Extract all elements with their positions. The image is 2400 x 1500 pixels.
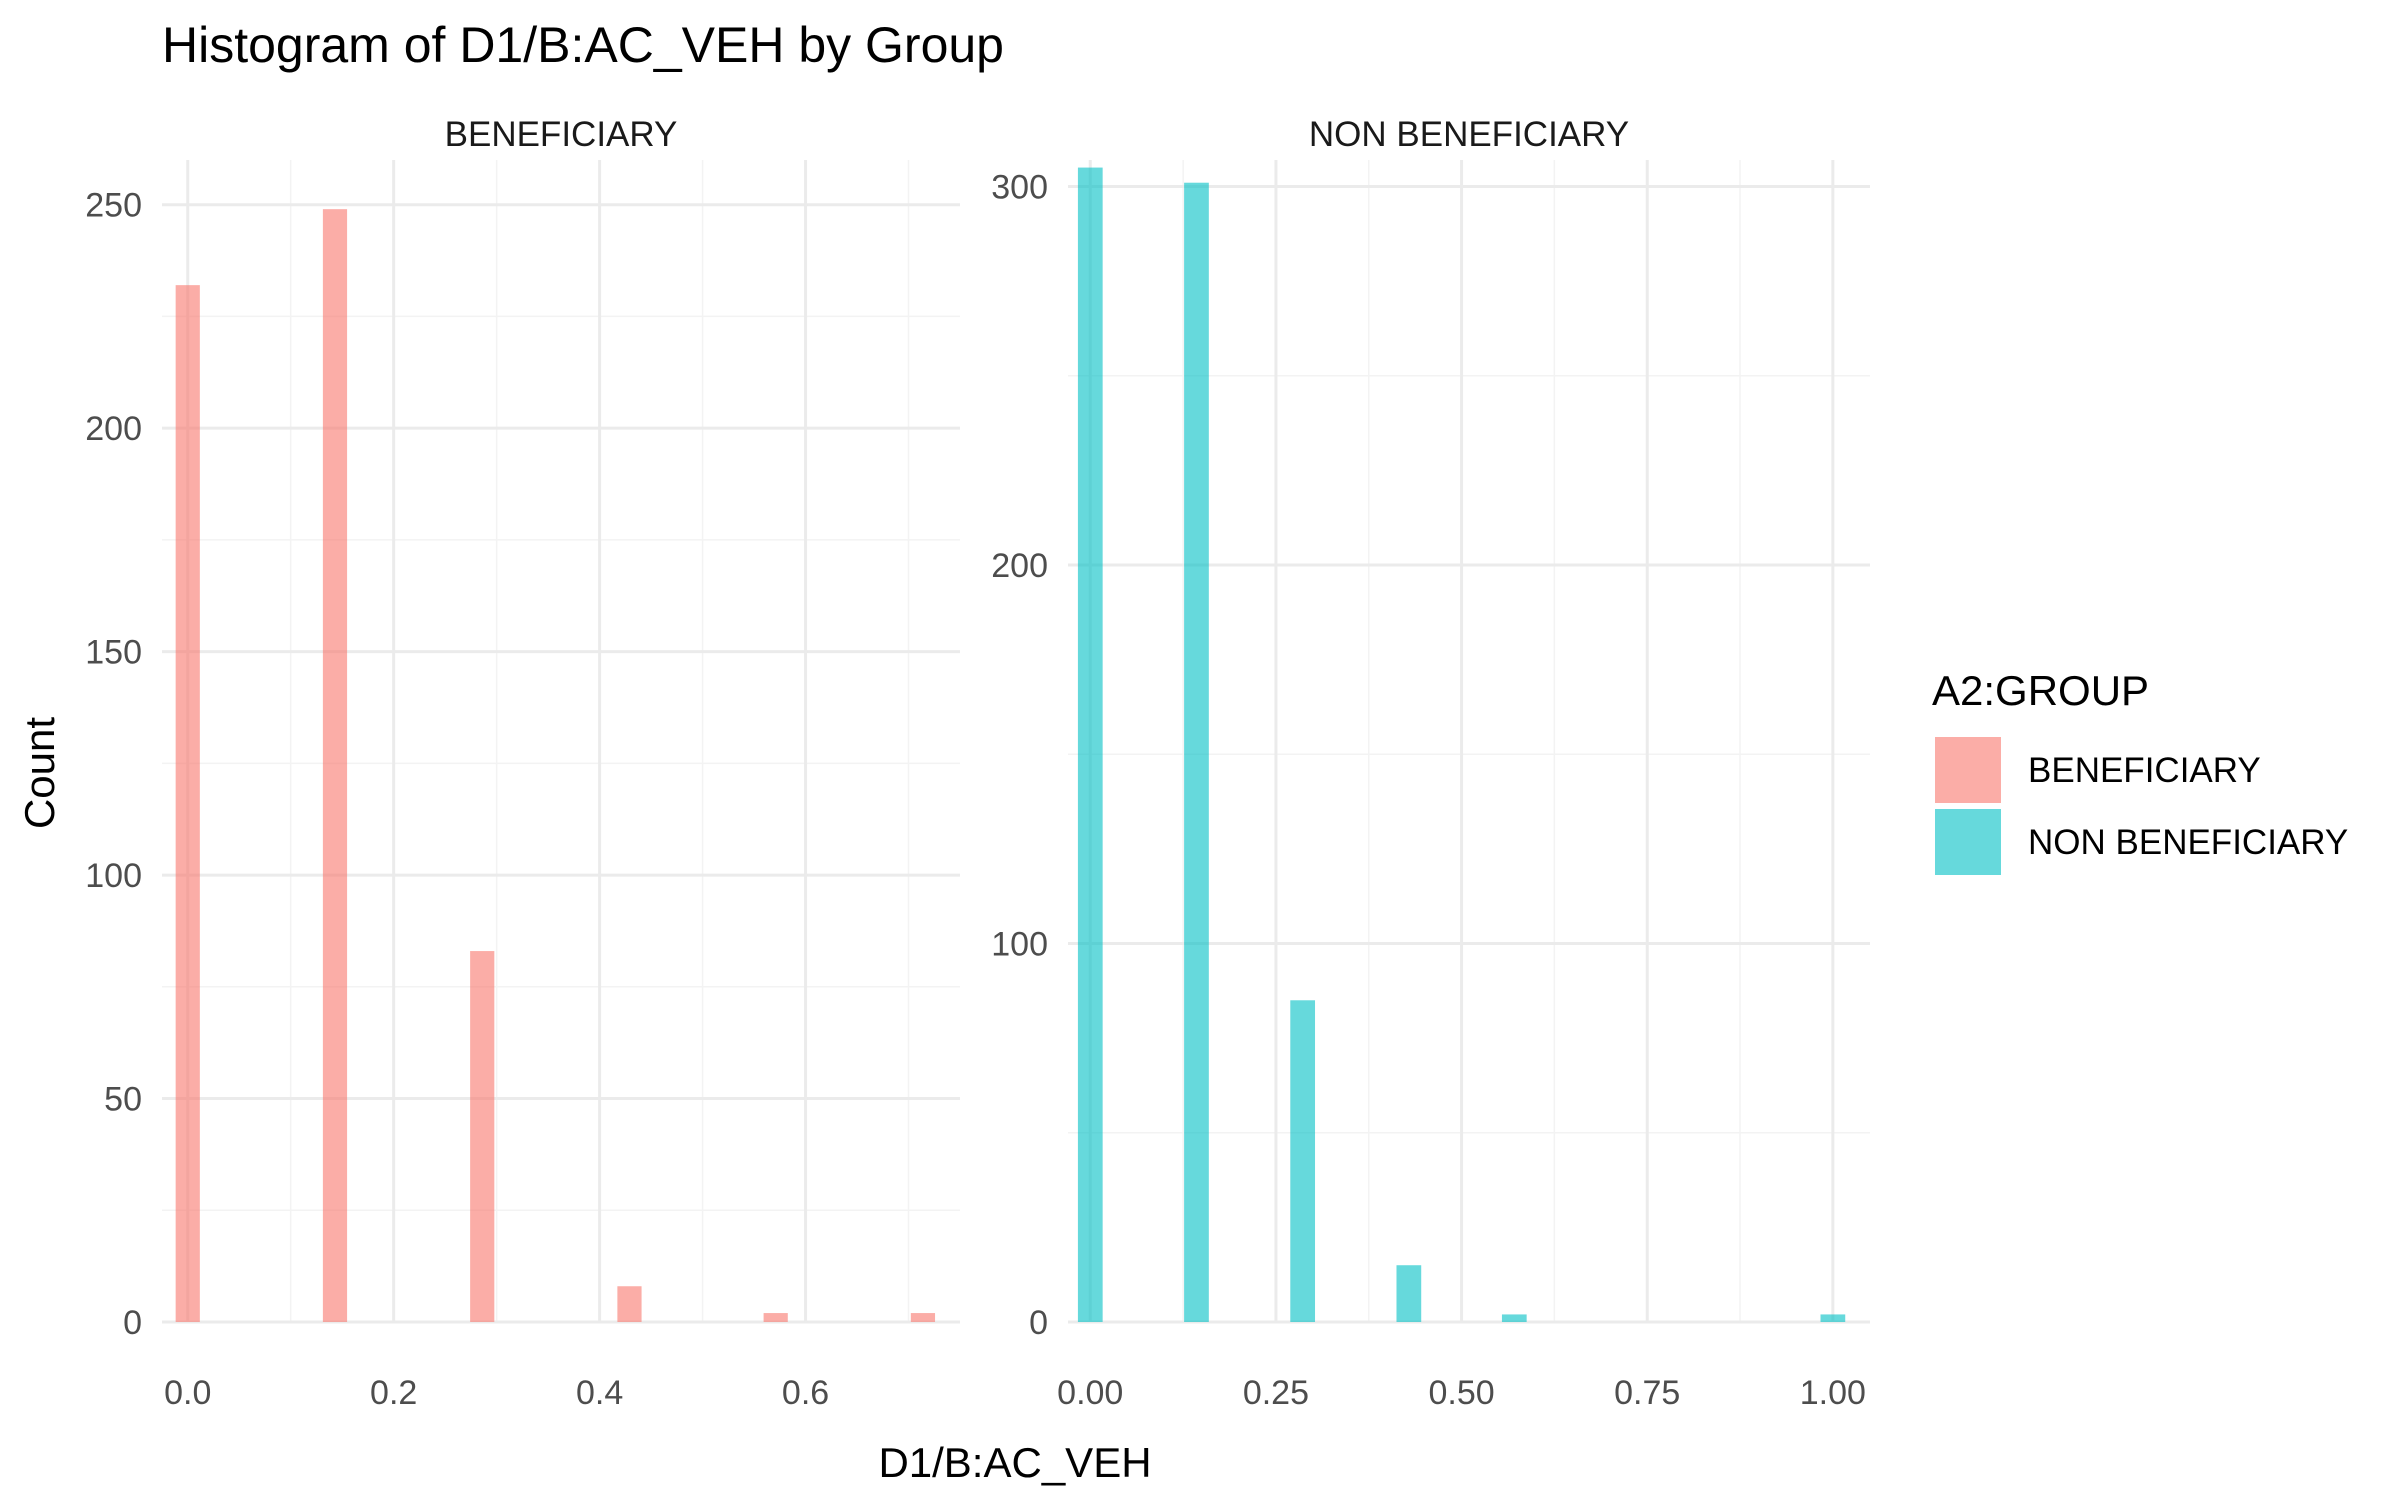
y-tick-label: 150 [85, 634, 142, 672]
panel-strip-label: NON BENEFICIARY [1309, 115, 1629, 154]
y-tick-label: 100 [85, 857, 142, 895]
x-tick-label: 0.75 [1614, 1374, 1680, 1412]
x-tick-label: 0.6 [782, 1374, 829, 1412]
x-tick-label: 0.50 [1428, 1374, 1494, 1412]
histogram-bar [322, 209, 348, 1323]
legend-swatch [1935, 809, 2001, 875]
y-tick-label: 200 [85, 410, 142, 448]
panel-non-beneficiary: 0 100 200 300 0.00 0.25 0.50 0.75 1.00 NON BENEFI… [991, 115, 1870, 1412]
x-tick-label: 1.00 [1800, 1374, 1866, 1412]
histogram-bar [1290, 1000, 1316, 1322]
histogram-bar [1184, 182, 1209, 1323]
x-tick-label: 0.4 [576, 1374, 623, 1412]
y-tick-label: 200 [991, 547, 1048, 585]
y-tick-label: 0 [1029, 1304, 1048, 1342]
legend-title: A2:GROUP [1932, 667, 2149, 714]
legend: A2:GROUP BENEFICIARY NON BENEFICIARY [1932, 667, 2348, 875]
legend-label: NON BENEFICIARY [2028, 823, 2348, 862]
legend-label: BENEFICIARY [2028, 751, 2261, 790]
histogram-bar [1396, 1265, 1422, 1322]
histogram-bar [1820, 1314, 1846, 1322]
x-tick-label: 0.2 [370, 1374, 417, 1412]
histogram-bar [175, 285, 200, 1323]
panel-beneficiary: 0 50 100 150 200 250 0.0 0.2 0.4 0.6 BENEFICIARY [85, 115, 960, 1412]
histogram-bar [1077, 167, 1103, 1322]
y-axis-title: Count [16, 717, 63, 829]
y-tick-label: 0 [123, 1304, 142, 1342]
y-tick-label: 100 [991, 925, 1048, 963]
histogram-bar [470, 951, 495, 1322]
y-tick-label: 300 [991, 168, 1048, 206]
y-tick-label: 250 [85, 187, 142, 225]
panel-strip-label: BENEFICIARY [445, 115, 678, 154]
x-tick-label: 0.00 [1057, 1374, 1123, 1412]
histogram-bar [617, 1286, 642, 1322]
histogram-bar [763, 1313, 788, 1322]
y-tick-label: 50 [104, 1081, 142, 1119]
x-axis-title: D1/B:AC_VEH [878, 1439, 1151, 1486]
x-tick-label: 0.25 [1243, 1374, 1309, 1412]
chart-title: Histogram of D1/B:AC_VEH by Group [162, 17, 1004, 73]
histogram-bar [1501, 1314, 1527, 1322]
legend-swatch [1935, 737, 2001, 803]
x-tick-label: 0.0 [164, 1374, 211, 1412]
histogram-bar [910, 1313, 936, 1322]
